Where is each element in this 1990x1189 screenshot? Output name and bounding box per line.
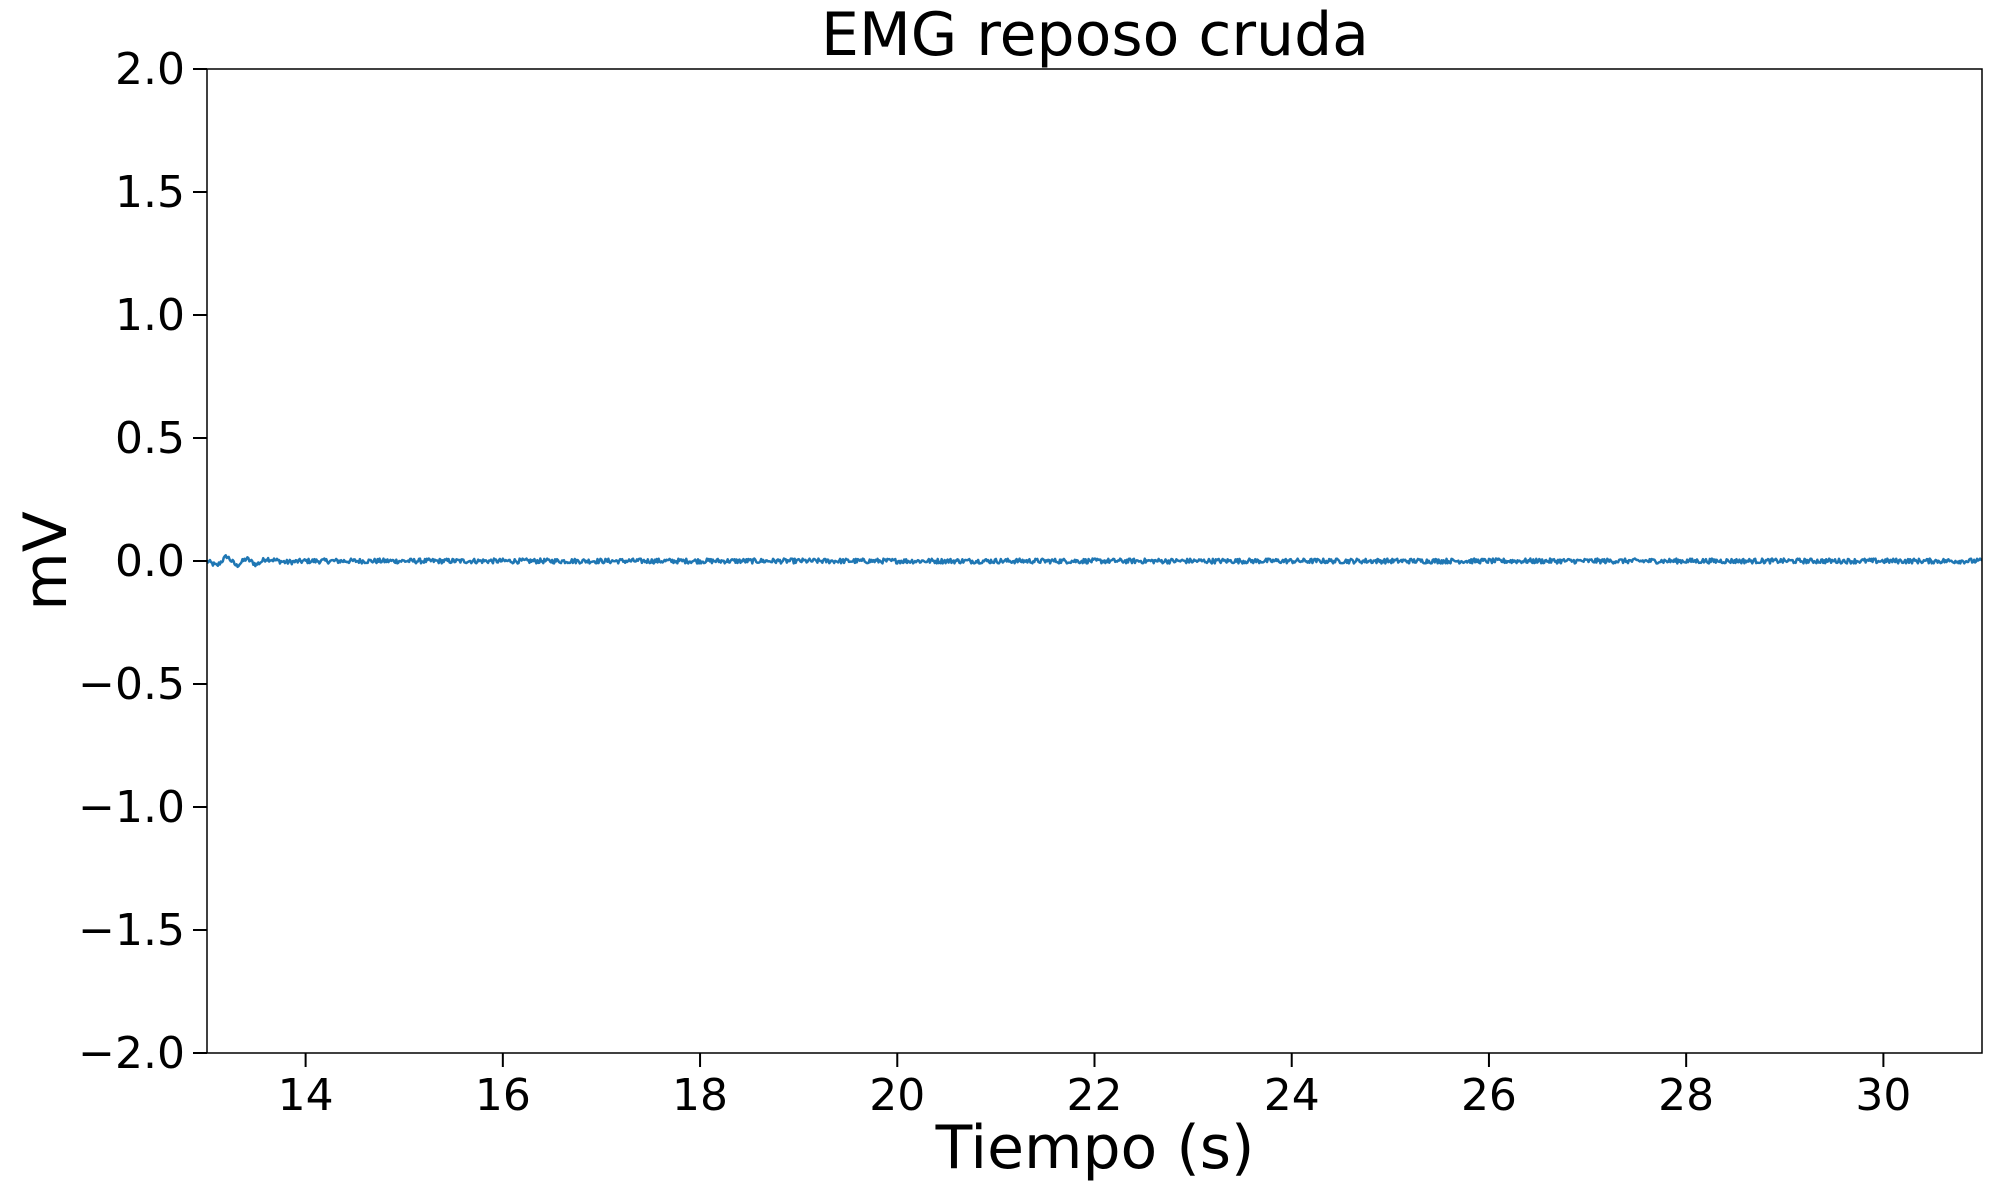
y-tick-label: −1.5 bbox=[78, 905, 185, 956]
x-tick-label: 30 bbox=[1855, 1070, 1911, 1121]
x-tick-label: 22 bbox=[1067, 1070, 1123, 1121]
y-axis: −2.0 −1.5 −1.0 −0.5 0.0 0.5 1.0 1.5 2.0 bbox=[78, 44, 207, 1079]
x-tick-label: 18 bbox=[672, 1070, 728, 1121]
y-tick-label: 1.5 bbox=[115, 167, 185, 218]
x-tick-label: 26 bbox=[1461, 1070, 1517, 1121]
y-tick-label: 1.0 bbox=[115, 290, 185, 341]
y-axis-label: mV bbox=[11, 511, 81, 611]
series-line bbox=[207, 554, 1982, 569]
x-tick-label: 16 bbox=[475, 1070, 531, 1121]
x-tick-label: 28 bbox=[1658, 1070, 1714, 1121]
x-tick-label: 20 bbox=[869, 1070, 925, 1121]
chart-title: EMG reposo cruda bbox=[821, 0, 1369, 70]
plot-area bbox=[207, 554, 1982, 569]
x-axis: 14 16 18 20 22 24 26 28 30 bbox=[278, 1053, 1911, 1121]
y-tick-label: 0.5 bbox=[115, 413, 185, 464]
y-tick-label: 0.0 bbox=[115, 536, 185, 587]
y-tick-label: −1.0 bbox=[78, 782, 185, 833]
y-tick-label: 2.0 bbox=[115, 44, 185, 95]
y-tick-label: −2.0 bbox=[78, 1028, 185, 1079]
x-tick-label: 14 bbox=[278, 1070, 334, 1121]
x-tick-label: 24 bbox=[1264, 1070, 1320, 1121]
x-axis-label: Tiempo (s) bbox=[935, 1113, 1255, 1183]
y-tick-label: −0.5 bbox=[78, 659, 185, 710]
